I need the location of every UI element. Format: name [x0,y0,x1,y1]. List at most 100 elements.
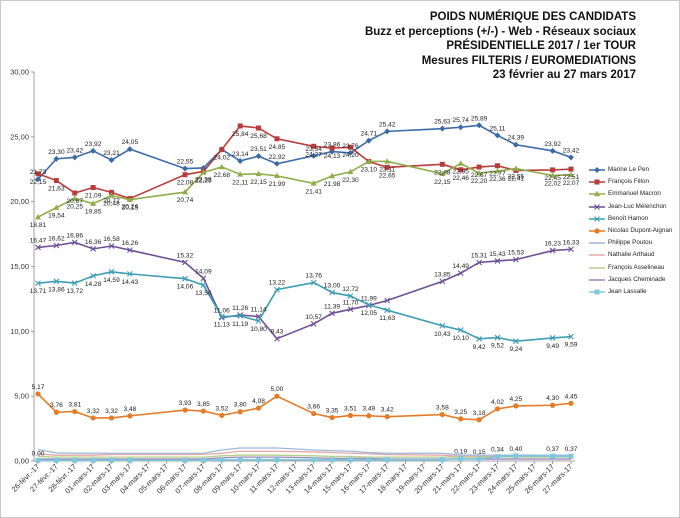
series-line [38,455,571,462]
legend-item: François Fillon [589,176,679,188]
data-label: 13,56 [195,290,212,297]
data-point [439,411,445,418]
chart-subtitle: Buzz et perceptions (+/-) - Web - Réseau… [364,25,636,38]
series-jean-lassalle [35,453,574,463]
data-point [200,282,207,289]
data-label: 11,19 [232,321,248,328]
data-label: 16,23 [544,241,561,248]
legend-item: Nicolas Dupont-Aignan [589,225,679,237]
y-tick-label: 5,00 [14,392,29,401]
data-label: 10,80 [250,326,267,333]
data-point [549,172,556,178]
series-line [37,271,572,342]
data-point [35,457,41,463]
data-label: 20,48 [103,200,120,207]
y-tick-label: 20,00 [10,197,29,206]
data-point [384,158,391,164]
data-point [237,123,243,129]
data-point [439,278,446,285]
data-point [494,334,501,341]
data-point [568,246,574,253]
data-point [274,136,280,142]
data-point [274,286,280,293]
data-label: 21,99 [269,181,286,188]
data-point [219,412,225,418]
data-label: 23,51 [250,146,267,153]
data-label: 22,07 [563,180,580,187]
data-point [71,280,78,286]
data-point [310,152,317,159]
data-label: 3,93 [179,400,192,407]
data-label: 11,26 [232,305,248,312]
legend-label: Benoît Hamon [608,214,649,222]
y-tick-label: 10,00 [10,327,29,336]
legend-item: Jean-Luc Mélenchon [589,201,679,213]
data-point [108,268,115,275]
data-label: 22,68 [214,172,231,179]
data-label: 13,86 [48,286,65,293]
data-point [200,169,207,175]
data-label: 3,35 [326,408,339,415]
data-point [439,457,445,463]
data-point [347,144,353,150]
data-label: 3,58 [436,405,449,412]
data-label: 24,13 [324,153,341,160]
data-point [365,137,372,144]
data-point [365,158,372,164]
legend-swatch [589,242,605,244]
data-label: 3,66 [307,404,320,411]
data-label: 11,13 [214,322,230,329]
data-point [512,141,519,148]
legend-label: Jean-Luc Mélenchon [608,202,667,210]
chart-legend: Marine Le Pen François Fillon Emmanuel Mac… [589,164,679,298]
data-label: 20,24 [122,204,139,211]
series-line [37,454,571,458]
data-point [273,160,280,167]
series-line [37,241,572,340]
chart-subtitle-period: 23 février au 27 mars 2017 [492,69,636,81]
data-label: 10,57 [305,314,322,321]
data-label: 21,98 [324,181,341,188]
legend-label: Nathalie Arthaud [608,251,655,259]
chart-title-block: POIDS NUMÉRIQUE DES CANDIDATS Buzz et pe… [365,10,636,83]
data-label: 22,08 [177,180,194,187]
data-point [550,167,556,173]
data-point [35,213,41,220]
data-label: 15,31 [471,252,488,259]
data-label: 22,55 [177,159,194,166]
legend-swatch [589,191,605,197]
data-label: 20,74 [177,197,194,204]
data-point [35,244,41,251]
data-point [72,408,78,415]
data-point [384,307,391,314]
data-label: 16,86 [67,232,84,239]
data-point [310,180,317,186]
legend-swatch [589,179,605,185]
data-label: 25,11 [489,125,505,132]
legend-swatch [589,228,605,234]
data-label: 15,43 [489,251,506,258]
data-label: 22,77 [489,171,506,178]
data-label: 9,42 [473,344,486,351]
data-point [53,178,59,184]
data-label: 24,71 [361,131,378,138]
data-point [127,457,133,463]
data-label: 22,67 [471,172,488,179]
data-point [53,278,60,285]
data-point [311,143,317,149]
data-point [182,188,189,195]
data-point [347,293,354,299]
data-label: 25,74 [452,117,469,124]
data-label: 22,11 [232,179,248,186]
data-label: 23,86 [324,142,341,149]
legend-swatch [589,278,605,281]
data-point [347,168,354,175]
data-label: 3,52 [215,405,228,412]
legend-item: Benoît Hamon [589,213,679,225]
data-label: 16,26 [122,240,139,247]
legend-item: Emmanuel Macron [589,188,679,200]
data-label: 22,02 [544,180,561,187]
data-point [182,407,188,413]
data-point [347,149,354,156]
